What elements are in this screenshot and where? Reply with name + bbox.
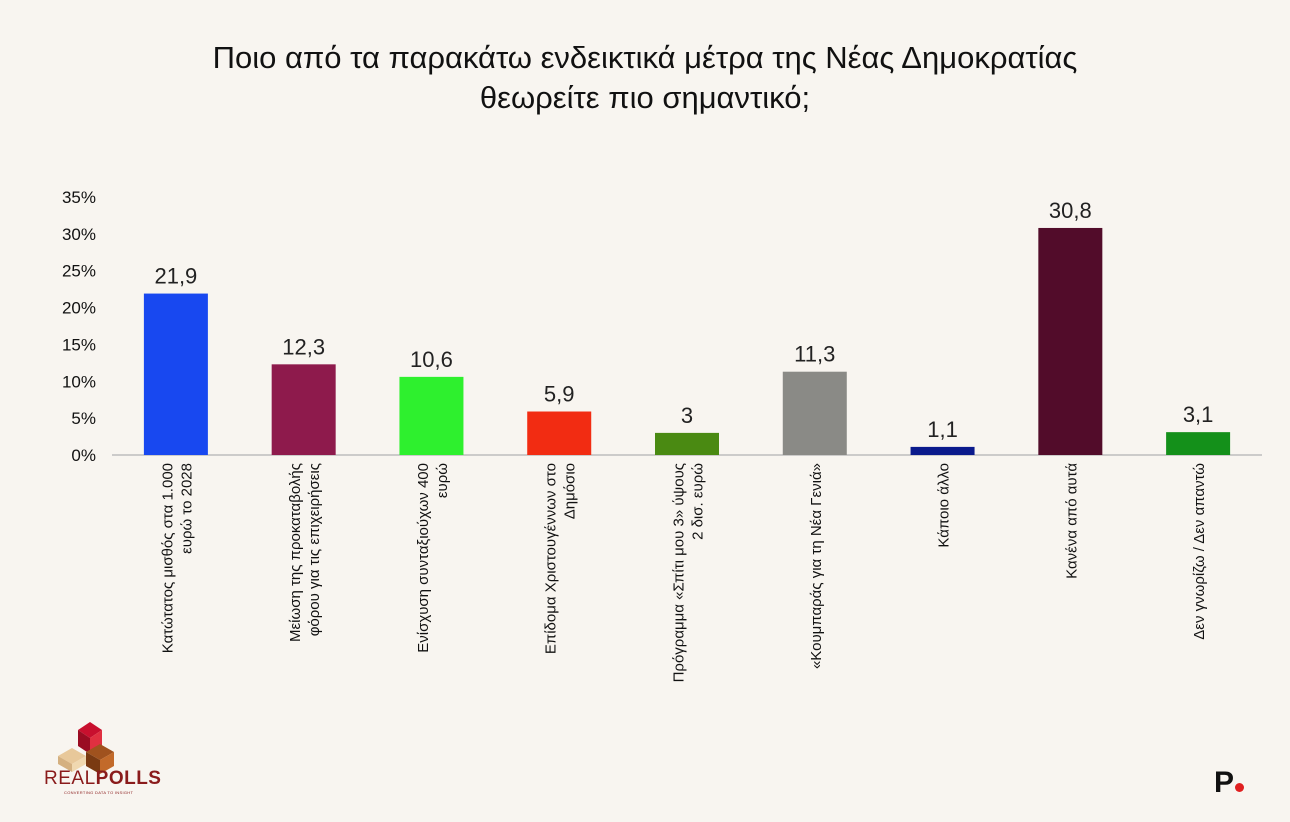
data-label: 21,9 xyxy=(154,264,197,289)
x-tick-label-line: φόρου για τις επιχειρήσεις xyxy=(306,463,323,636)
data-label: 12,3 xyxy=(282,334,325,359)
bar xyxy=(527,411,592,455)
bar xyxy=(271,364,336,455)
data-label: 11,3 xyxy=(794,342,835,367)
x-tick-label-line: Δεν γνωρίζω / Δεν απαντώ xyxy=(1191,463,1208,640)
x-tick-label-line: «Κουμπαράς για τη Νέα Γενιά» xyxy=(808,463,825,669)
bar xyxy=(782,371,847,455)
x-tick-label-line: Επίδομα Χριστουγέννων στο xyxy=(543,463,560,654)
x-tick-label: Κανένα από αυτά xyxy=(1063,463,1080,579)
x-tick-label-line: Κανένα από αυτά xyxy=(1063,463,1080,579)
bar xyxy=(1038,227,1103,455)
publisher-letter: P xyxy=(1214,766,1235,799)
logo-wordmark: REALPOLLS xyxy=(44,768,161,790)
chart-title-line-2: θεωρείτε πιο σημαντικό; xyxy=(479,80,811,115)
bar xyxy=(143,293,208,455)
data-label: 3,1 xyxy=(1183,402,1214,427)
x-tick-label: Κατώτατος μισθός στα 1.000 ευρώ το 2028 xyxy=(159,463,195,653)
x-tick-label-line: Δημόσιο xyxy=(562,463,579,519)
y-tick-label: 0% xyxy=(71,446,96,465)
x-tick-label-line: ευρώ xyxy=(434,463,451,498)
y-tick-label: 15% xyxy=(62,335,96,354)
data-label: 5,9 xyxy=(544,382,575,407)
chart-title: Ποιο από τα παρακάτω ενδεικτικά μέτρα τη… xyxy=(0,38,1290,118)
y-tick-label: 30% xyxy=(62,225,96,244)
data-label: 1,1 xyxy=(927,417,958,442)
bar xyxy=(1166,432,1231,455)
x-tick-label-line: ευρώ το 2028 xyxy=(178,463,195,554)
logo-tagline: CONVERTING DATA TO INSIGHT xyxy=(64,790,134,795)
y-tick-label: 10% xyxy=(62,372,96,391)
y-tick-label: 35% xyxy=(62,188,96,207)
x-tick-label-line: Πρόγραμμα «Σπίτι μου 3» ύψους xyxy=(671,463,688,682)
realpolls-logo-icon xyxy=(58,722,114,774)
publisher-dot-icon xyxy=(1235,783,1245,792)
bar xyxy=(399,376,464,455)
x-tick-label: Κάποιο άλλο xyxy=(936,463,953,548)
x-tick-label-line: Κατώτατος μισθός στα 1.000 xyxy=(159,463,176,653)
y-tick-label: 25% xyxy=(62,262,96,281)
x-tick-label-line: 2 δισ. ευρώ xyxy=(690,463,707,540)
x-tick-label: Επίδομα Χριστουγέννων στο Δημόσιο xyxy=(543,463,579,654)
x-tick-label: Δεν γνωρίζω / Δεν απαντώ xyxy=(1191,463,1208,640)
chart-title-line-1: Ποιο από τα παρακάτω ενδεικτικά μέτρα τη… xyxy=(212,40,1078,75)
x-tick-label-line: Μείωση της προκαταβολής xyxy=(287,463,304,642)
x-tick-label-line: Ενίσχυση συνταξιούχων 400 xyxy=(415,463,432,653)
bar xyxy=(910,446,975,455)
data-label: 3 xyxy=(681,403,693,428)
x-tick-label: Πρόγραμμα «Σπίτι μου 3» ύψους 2 δισ. ευρώ xyxy=(671,463,707,683)
x-tick-label: «Κουμπαράς για τη Νέα Γενιά» xyxy=(808,463,825,669)
bar xyxy=(655,432,719,455)
x-tick-label-line: Κάποιο άλλο xyxy=(936,463,953,548)
data-label: 10,6 xyxy=(410,347,453,372)
y-tick-label: 20% xyxy=(62,299,96,318)
data-label: 30,8 xyxy=(1049,198,1092,223)
x-tick-label: Μείωση της προκαταβολής φόρου για τις επι… xyxy=(287,463,323,642)
y-tick-label: 5% xyxy=(71,409,96,428)
logo-polls-text: POLLS xyxy=(95,768,162,789)
publisher-mark: P xyxy=(1214,766,1245,800)
x-tick-label: Ενίσχυση συνταξιούχων 400 ευρώ xyxy=(415,463,451,653)
logo-real-text: REAL xyxy=(44,768,96,789)
